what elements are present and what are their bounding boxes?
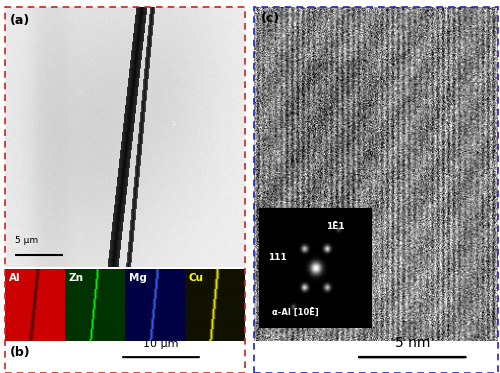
Text: (b): (b) [10,346,30,359]
Text: Al: Al [8,273,20,283]
Text: 5 μm: 5 μm [14,236,38,245]
Text: Cu: Cu [188,273,204,283]
Text: Mg: Mg [128,273,146,283]
Text: Zn: Zn [68,273,84,283]
Text: (c): (c) [262,12,280,25]
Text: 5 nm: 5 nm [394,336,430,350]
Text: 10 μm: 10 μm [143,339,178,349]
Text: (a): (a) [10,14,30,27]
